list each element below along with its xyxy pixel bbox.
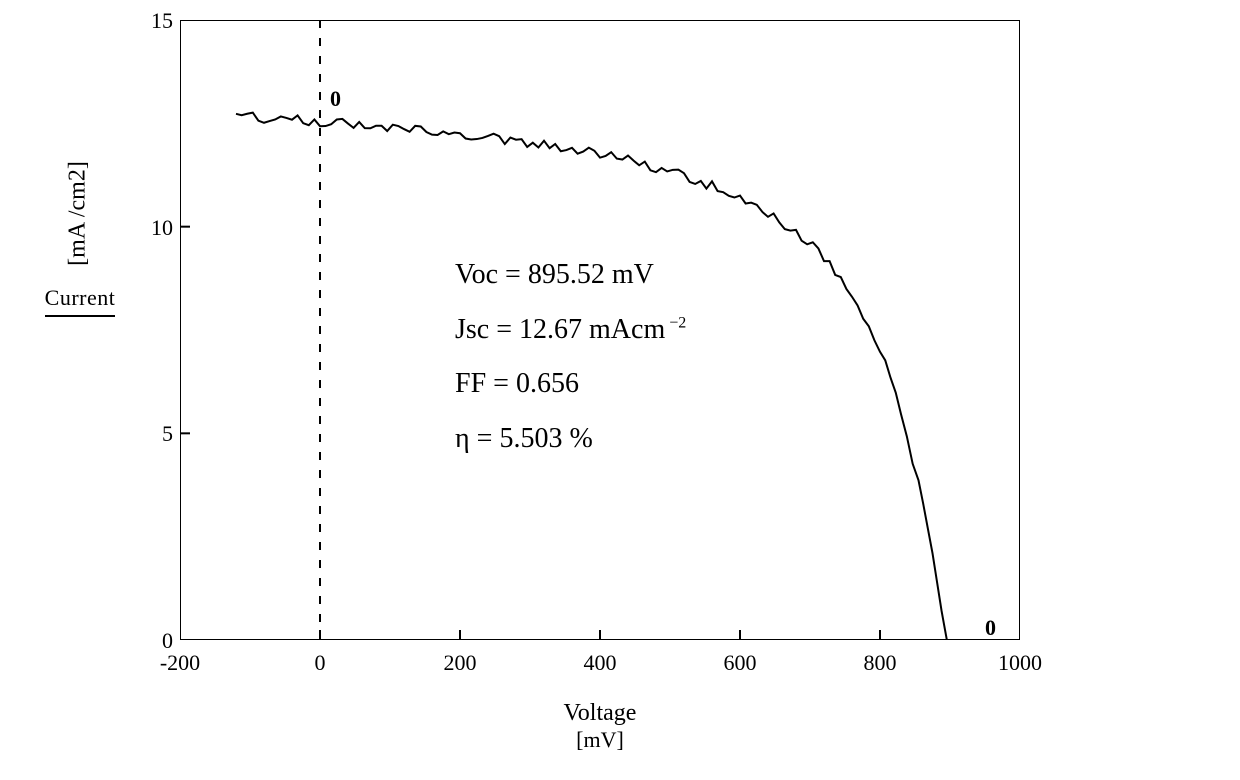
zero-label-top: 0 [330,86,341,112]
x-axis-unit: [mV] [180,727,1020,753]
x-tick-label: 0 [295,650,345,676]
x-axis-label: Voltage [180,700,1020,727]
y-tick-label: 0 [135,628,173,654]
jsc-prefix: Jsc = [455,314,519,345]
x-tick-label: 800 [855,650,905,676]
x-tick-label: 400 [575,650,625,676]
eta-prefix: η = [455,423,499,454]
zero-label-bottom: 0 [985,615,996,641]
voc-unit: mV [605,259,654,290]
y-axis-unit: [mA /cm2] [65,114,92,314]
y-tick-label: 5 [135,421,173,447]
x-tick-label: 600 [715,650,765,676]
jsc-value: 12.67 [519,314,582,345]
jsc-unit-pre: mAcm [582,314,665,345]
ff-value: 0.656 [516,368,579,399]
x-tick-label: 200 [435,650,485,676]
voc-annotation: Voc = 895.52 mV [455,248,686,303]
x-axis-label-block: Voltage [mV] [180,700,1020,753]
eta-value: 5.503 [499,423,562,454]
x-tick-label: 1000 [995,650,1045,676]
eta-unit: % [562,423,592,454]
jsc-annotation: Jsc = 12.67 mAcm −2 [455,303,686,358]
y-axis-label-block: Current [10,285,150,317]
ff-annotation: FF = 0.656 [455,357,686,412]
jsc-unit-exp: −2 [665,314,686,331]
voc-prefix: Voc = [455,259,528,290]
y-tick-label: 10 [135,215,173,241]
parameter-annotations: Voc = 895.52 mV Jsc = 12.67 mAcm −2 FF =… [455,248,686,466]
eta-annotation: η = 5.503 % [455,412,686,467]
y-axis-label-underline [45,315,115,317]
voc-value: 895.52 [528,259,605,290]
page-root: { "chart": { "type": "line", "xlabel": "… [0,0,1240,780]
ff-prefix: FF = [455,368,516,399]
y-axis-label: Current [10,285,150,311]
y-tick-label: 15 [135,8,173,34]
